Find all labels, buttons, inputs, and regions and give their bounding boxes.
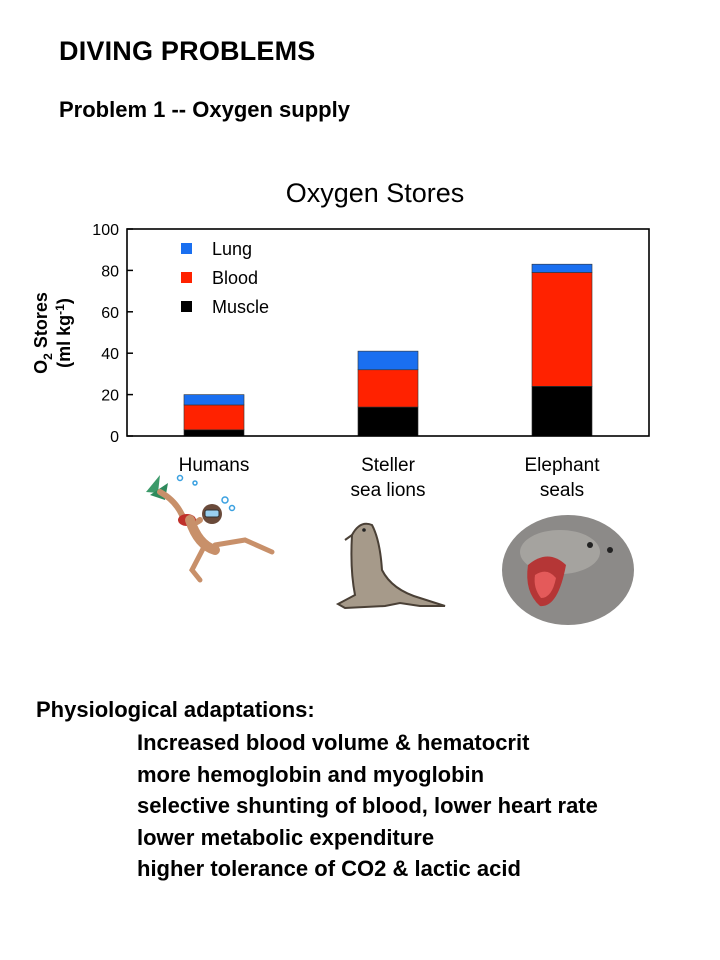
bar-segment-muscle	[531, 386, 593, 437]
adaptations-heading: Physiological adaptations:	[36, 697, 315, 722]
y-tick-label: 0	[110, 429, 119, 446]
scuba-diver-illustration	[146, 474, 275, 583]
x-category-label: Elephant seals	[524, 455, 600, 501]
adaptation-item: selective shunting of blood, lower heart…	[137, 793, 598, 818]
bar-segment-blood	[531, 272, 593, 387]
adaptation-item: more hemoglobin and myoglobin	[137, 761, 485, 787]
bar-segment-muscle	[183, 429, 245, 437]
chart-title: Oxygen Stores	[286, 178, 465, 208]
y-axis-label: O2 Stores	[31, 292, 55, 374]
y-tick-label: 40	[101, 346, 119, 363]
slide-title: DIVING PROBLEMS	[59, 36, 316, 66]
x-category-label: Humans	[179, 455, 250, 476]
bar-segment-lung	[531, 263, 593, 273]
y-axis-ticks: 0 20 40 60 80 100	[92, 222, 133, 446]
y-tick-label: 60	[101, 305, 119, 322]
bar-segment-lung	[183, 394, 245, 406]
plot-frame	[126, 228, 650, 437]
bar-segment-blood	[183, 404, 245, 431]
legend-label-blood: Blood	[212, 268, 258, 288]
bar-segment-muscle	[357, 406, 419, 437]
y-tick-label: 100	[92, 222, 119, 239]
y-tick-label: 80	[101, 263, 119, 280]
legend: Lung Blood Muscle	[181, 239, 269, 317]
legend-label-lung: Lung	[212, 239, 252, 259]
slide-subtitle: Problem 1 -- Oxygen supply	[59, 97, 350, 122]
adaptations-list: Increased blood volume & hematocrit more…	[137, 727, 598, 885]
legend-swatch-lung	[181, 243, 192, 254]
bar-segment-blood	[357, 369, 419, 408]
y-tick-label: 20	[101, 388, 119, 405]
adaptation-item: lower metabolic expenditure	[137, 824, 435, 850]
x-category-label: Steller sea lions	[351, 455, 426, 501]
oxygen-stores-chart: Oxygen Stores O2 Stores (ml kg-1) 0 20 40 6…	[31, 178, 650, 625]
bar-segment-lung	[357, 350, 419, 371]
y-axis-unit: (ml kg-1)	[53, 298, 74, 368]
adaptation-item: higher tolerance of CO2 & lactic acid	[137, 856, 521, 881]
legend-label-muscle: Muscle	[212, 297, 269, 317]
legend-swatch-muscle	[181, 301, 192, 312]
legend-swatch-blood	[181, 272, 192, 283]
bars	[183, 263, 593, 437]
sea-lion-illustration	[335, 522, 446, 610]
x-axis-labels: Humans Steller sea lions Elephant seals	[179, 455, 601, 501]
adaptation-item: Increased blood volume & hematocrit	[137, 730, 530, 755]
elephant-seal-illustration	[502, 515, 634, 625]
